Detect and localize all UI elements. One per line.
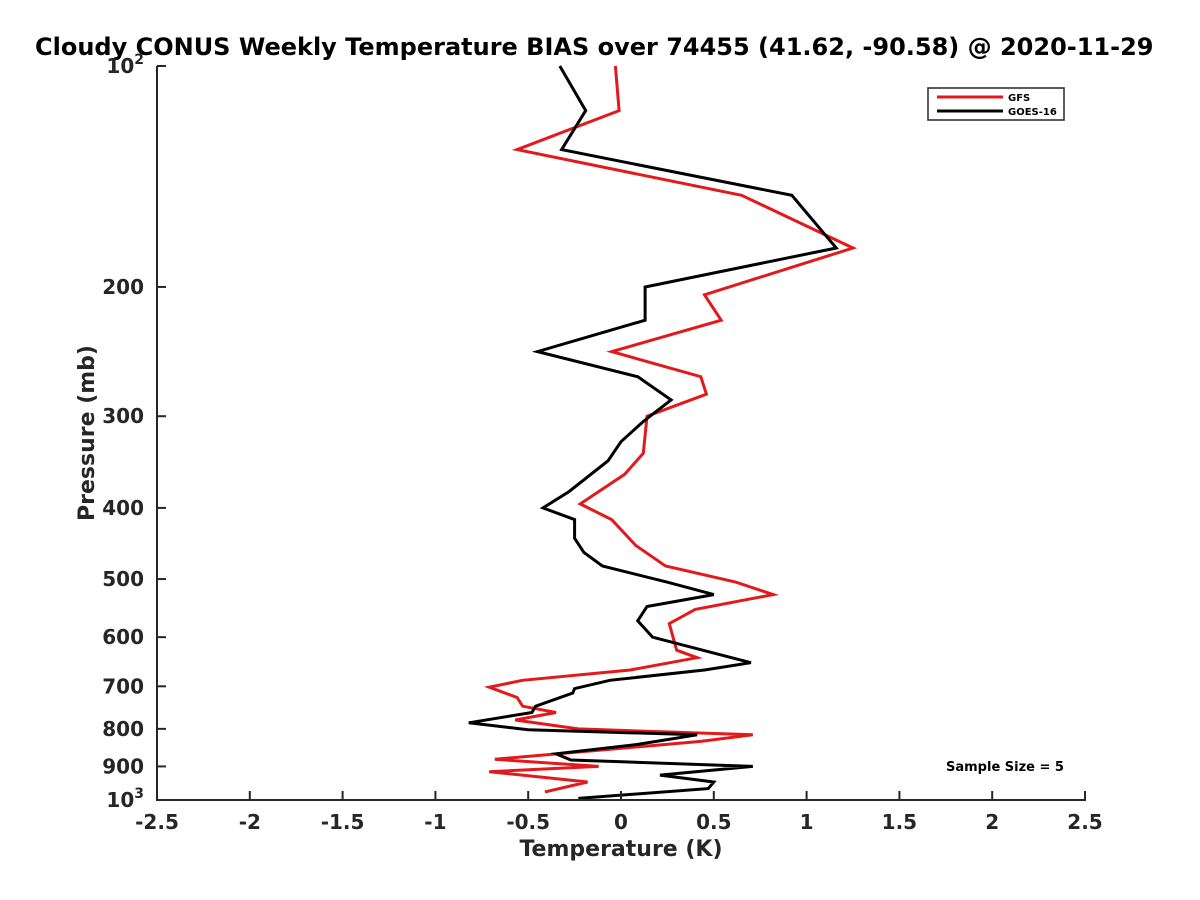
- chart-title: Cloudy CONUS Weekly Temperature BIAS ove…: [35, 33, 1153, 61]
- sample-size-annotation: Sample Size = 5: [946, 760, 1064, 775]
- series-layer: [468, 65, 858, 800]
- y-tick-label: 400: [102, 496, 144, 520]
- x-tick-label: 1.5: [882, 810, 917, 834]
- y-tick-label: 300: [102, 404, 144, 428]
- x-tick-label: 0: [614, 810, 628, 834]
- x-tick-label: 0.5: [696, 810, 731, 834]
- y-tick-label: 600: [102, 625, 144, 649]
- y-tick-label: 900: [102, 754, 144, 778]
- x-tick-label: -1: [424, 810, 446, 834]
- y-ticks: 102 200 300 400 500 600 700 800 900 103: [102, 52, 166, 812]
- series-line-goes-16: [468, 65, 840, 800]
- x-ticks: -2.5 -2 -1.5 -1 -0.5 0 0.5 1 1.5 2 2.5: [135, 791, 1103, 834]
- series-line-gfs: [483, 65, 858, 794]
- y-tick-label: 500: [102, 567, 144, 591]
- x-tick-label: 1: [800, 810, 814, 834]
- x-axis-label: Temperature (K): [519, 837, 722, 862]
- legend-entry: GFS: [1008, 93, 1030, 104]
- legend-box: [927, 87, 1065, 121]
- x-tick-label: -0.5: [506, 810, 550, 834]
- x-tick-label: -2.5: [135, 810, 179, 834]
- y-tick-label: 102: [106, 52, 144, 78]
- x-tick-label: 2.5: [1067, 810, 1102, 834]
- y-tick-label: 800: [102, 717, 144, 741]
- x-tick-label: 2: [985, 810, 999, 834]
- y-axis-label: Pressure (mb): [75, 345, 100, 521]
- plot-area: [157, 66, 1085, 800]
- y-tick-label: 700: [102, 674, 144, 698]
- x-tick-label: -2: [239, 810, 261, 834]
- legend-entry: GOES-16: [1008, 107, 1057, 118]
- legend: GFS GOES-16: [927, 87, 1065, 121]
- y-tick-label: 103: [106, 786, 144, 812]
- x-tick-label: -1.5: [321, 810, 365, 834]
- y-tick-label: 200: [102, 275, 144, 299]
